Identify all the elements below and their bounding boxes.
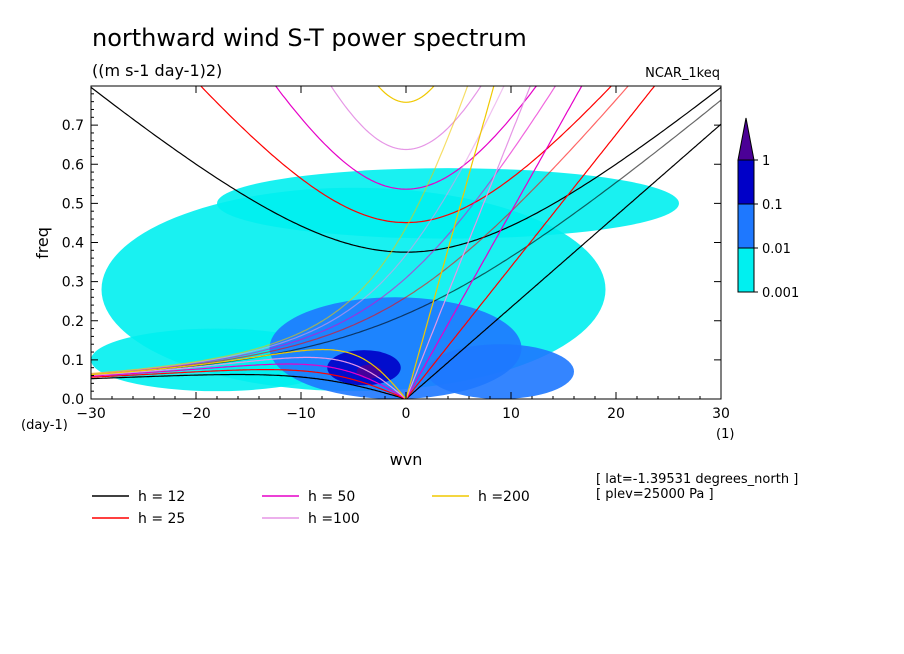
y-axis-label: freq [33, 227, 52, 259]
legend-label: h = 50 [308, 489, 355, 505]
colorbar-label: 0.001 [762, 286, 799, 301]
model-label: NCAR_1keq [645, 66, 720, 81]
colorbar-overflow-triangle [737, 117, 755, 161]
rossby-curve-4 [91, 348, 407, 399]
annotation-lat: [ lat=-1.39531 degrees_north ] [596, 472, 798, 487]
contour-region-1 [217, 168, 679, 239]
colorbar-segment [737, 159, 755, 205]
legend-label: h =100 [308, 511, 360, 527]
gravity-curve-1 [199, 86, 613, 224]
y-tick-label: 0.2 [62, 314, 84, 330]
legend-label: h =200 [478, 489, 530, 505]
x-tick-label: −30 [76, 406, 106, 422]
rossby-curve-0 [91, 373, 407, 399]
y-tick-label: 0.7 [62, 118, 84, 134]
x-tick-label: 10 [502, 406, 520, 422]
gravity-curve-3 [330, 86, 482, 151]
x-unit-label: (1) [716, 427, 734, 442]
kelvin-curve-2 [405, 86, 583, 399]
gravity-curve-4 [377, 86, 435, 103]
gravity-curve-0 [91, 86, 721, 253]
y-tick-label: 0.0 [62, 392, 84, 408]
y-tick-label: 0.6 [62, 157, 84, 173]
y-tick-label: 0.5 [62, 196, 84, 212]
colorbar-label: 0.1 [762, 198, 783, 213]
y-axis: 0.0 0.1 0.2 0.3 0.4 0.5 0.6 0.7 [62, 93, 721, 408]
x-axis-label: wvn [390, 450, 423, 469]
colorbar: 0.001 0.01 0.1 1 [737, 117, 799, 301]
colorbar-segment [737, 203, 755, 249]
kelvin-curve-3 [405, 86, 531, 399]
colorbar-label: 1 [762, 154, 770, 169]
colorbar-segment [737, 247, 755, 293]
x-tick-label: 0 [402, 406, 411, 422]
y-tick-label: 0.4 [62, 236, 84, 252]
legend-label: h = 25 [138, 511, 185, 527]
mrg-curve-0 [91, 99, 721, 376]
mrg-curve-1 [91, 86, 629, 375]
chart-units: ((m s-1 day-1)2) [92, 61, 222, 80]
x-tick-label: −10 [286, 406, 316, 422]
rossby-curve-2 [91, 363, 407, 399]
mrg-curve-4 [91, 86, 469, 374]
chart-title: northward wind S-T power spectrum [92, 24, 527, 52]
gravity-curve-2 [274, 86, 538, 190]
legend: h = 12 h = 25 h = 50 h =100 h =200 [92, 489, 530, 527]
legend-label: h = 12 [138, 489, 185, 505]
contour-region-4 [427, 344, 574, 399]
kelvin-curve-0 [405, 123, 721, 399]
mrg-curve-2 [91, 86, 557, 375]
rossby-curve-1 [91, 369, 407, 399]
x-axis: −30 −20 −10 0 10 20 30 [76, 86, 730, 422]
rossby-curve-3 [91, 356, 407, 399]
x-tick-label: −20 [181, 406, 211, 422]
colorbar-label: 0.01 [762, 242, 791, 257]
kelvin-curve-4 [405, 86, 495, 399]
x-tick-label: 20 [607, 406, 625, 422]
annotation-plev: [ plev=25000 Pa ] [596, 487, 714, 502]
mrg-curve-3 [91, 86, 505, 375]
y-unit-label: (day-1) [21, 418, 68, 433]
y-tick-label: 0.1 [62, 353, 84, 369]
dispersion-curve-group [91, 86, 721, 399]
kelvin-curve-1 [405, 86, 656, 399]
y-tick-label: 0.3 [62, 275, 84, 291]
x-tick-label: 30 [712, 406, 730, 422]
